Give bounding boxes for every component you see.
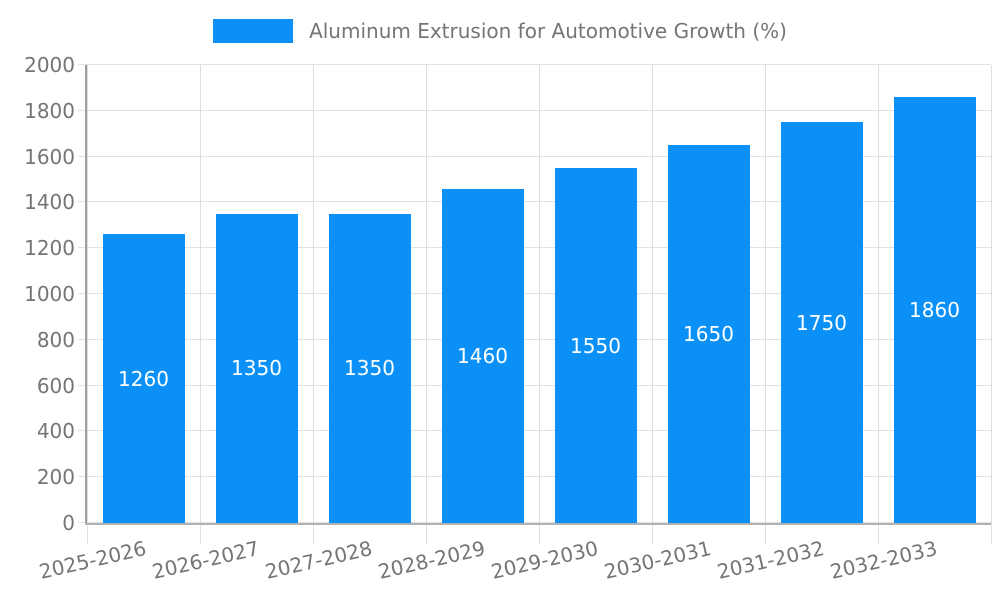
bar-2028-2029[interactable]: 1460 xyxy=(441,188,524,523)
y-axis-tick-label: 1200 xyxy=(24,236,75,261)
h-gridline xyxy=(78,293,991,294)
bar-value-label: 1650 xyxy=(683,322,734,347)
x-axis-tick-label: 2026-2027 xyxy=(150,536,262,584)
bar-2032-2033[interactable]: 1860 xyxy=(893,97,976,523)
bar-2026-2027[interactable]: 1350 xyxy=(215,213,298,523)
bar-value-label: 1860 xyxy=(909,298,960,323)
bar-2027-2028[interactable]: 1350 xyxy=(328,213,411,523)
v-gridline xyxy=(652,65,653,544)
v-gridline xyxy=(313,65,314,544)
h-gridline xyxy=(78,201,991,203)
legend-label: Aluminum Extrusion for Automotive Growth… xyxy=(309,19,787,43)
x-axis-line xyxy=(85,523,991,525)
y-axis-labels: 0 200 400 600 800 1000 1200 1400 1600 1800 2000 xyxy=(0,53,75,535)
h-gridline xyxy=(78,247,991,249)
v-gridline xyxy=(878,65,879,544)
h-gridline xyxy=(78,522,991,523)
bar-value-label: 1550 xyxy=(570,333,621,358)
h-gridline xyxy=(78,155,991,157)
x-axis-tick-label: 2032-2033 xyxy=(828,536,940,584)
x-axis-tick-label: 2030-2031 xyxy=(602,536,714,584)
bar-value-label: 1350 xyxy=(231,356,282,381)
h-gridline xyxy=(78,476,991,478)
legend[interactable]: Aluminum Extrusion for Automotive Growth… xyxy=(0,19,1000,43)
legend-swatch xyxy=(213,19,294,43)
y-axis-tick-label: 1800 xyxy=(24,98,75,123)
y-axis-tick-label: 2000 xyxy=(24,53,75,77)
x-axis-tick-label: 2027-2028 xyxy=(263,536,375,584)
y-axis-tick-label: 1600 xyxy=(24,144,75,169)
bar-value-label: 1350 xyxy=(344,356,395,381)
h-gridline xyxy=(78,430,991,432)
v-gridline xyxy=(426,65,427,544)
y-axis-line xyxy=(85,65,87,523)
x-axis-labels: 2025-2026 2026-2027 2027-2028 2028-2029 2029… xyxy=(37,536,991,600)
y-axis-tick-label: 400 xyxy=(36,419,75,444)
bar-value-label: 1460 xyxy=(457,343,508,368)
v-gridline xyxy=(539,65,540,544)
y-axis-tick-label: 200 xyxy=(36,465,75,490)
bar-2029-2030[interactable]: 1550 xyxy=(554,168,637,523)
x-axis-tick-label: 2025-2026 xyxy=(37,536,149,584)
y-axis-tick-label: 0 xyxy=(62,511,75,535)
h-gridline xyxy=(78,109,991,111)
x-axis-tick-label: 2028-2029 xyxy=(376,536,488,584)
v-gridline xyxy=(765,65,766,544)
bar-2030-2031[interactable]: 1650 xyxy=(667,145,750,523)
y-axis-tick-label: 1000 xyxy=(24,282,75,306)
v-gridline xyxy=(200,65,201,544)
bar-value-label: 1750 xyxy=(796,310,847,335)
bar-2031-2032[interactable]: 1750 xyxy=(780,122,863,523)
bar-2025-2026[interactable]: 1260 xyxy=(102,234,185,523)
bar-value-label: 1260 xyxy=(118,366,169,391)
h-gridline xyxy=(78,384,991,386)
y-axis-tick-label: 1400 xyxy=(24,190,75,215)
h-gridline xyxy=(78,64,991,65)
x-axis-tick-label: 2031-2032 xyxy=(715,536,827,584)
y-axis-tick-label: 800 xyxy=(36,327,75,352)
v-gridline xyxy=(991,65,992,544)
v-gridline xyxy=(87,65,88,544)
x-axis-tick-label: 2029-2030 xyxy=(489,536,601,584)
plot-area: 1260 1350 1350 1460 1550 1650 1750 1860 xyxy=(78,64,992,544)
y-axis-tick-label: 600 xyxy=(36,373,75,398)
h-gridline xyxy=(78,338,991,340)
